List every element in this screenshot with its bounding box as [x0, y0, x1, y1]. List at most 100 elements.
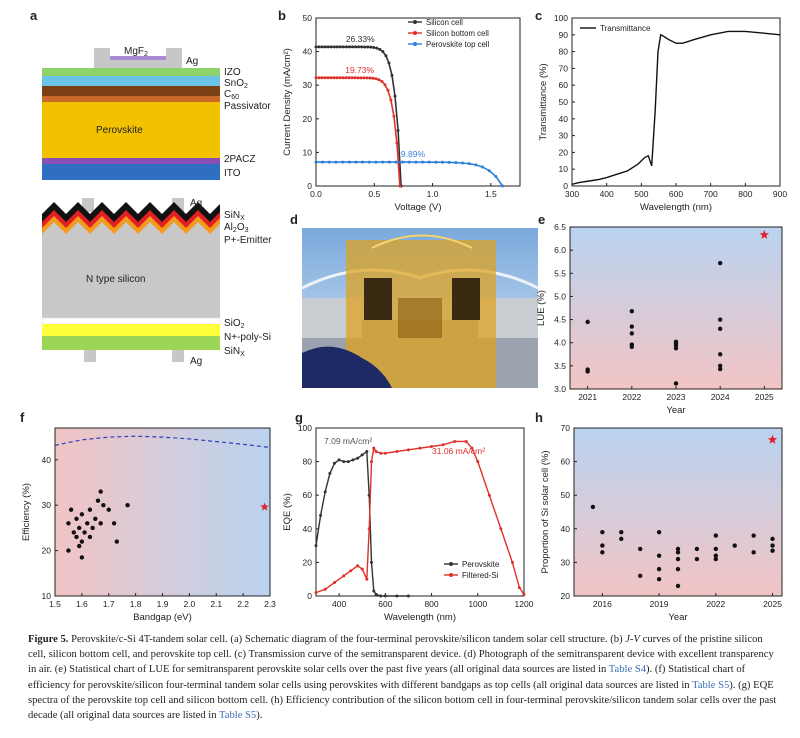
eqe-point: [383, 451, 387, 455]
proportion-data-point: [656, 577, 662, 582]
caption-figure-label: Figure 5.: [28, 634, 69, 645]
eqe-point: [418, 446, 422, 450]
x-tick-label: 800: [738, 189, 752, 199]
si-proportion-chart: 2016 2019 2022 2025 20 30 40 50 60 70 Year Proporti…: [540, 423, 783, 623]
y-tick-label: 10: [42, 591, 52, 601]
legend-label: Perovskite: [462, 560, 500, 569]
efficiency-annotation: 9.89%: [401, 149, 426, 159]
jv-point: [395, 141, 399, 145]
caption-ref-s4[interactable]: Table S4: [608, 664, 647, 676]
eqe-point: [337, 458, 341, 462]
y-axis-label: LUE (%): [536, 290, 547, 326]
y-tick-label: 60: [559, 80, 569, 90]
efficiency-data-point: [95, 498, 101, 503]
jv-point: [454, 161, 458, 165]
proportion-data-point: [694, 546, 700, 552]
x-tick-label: 0.5: [368, 189, 380, 199]
plot-frame: [573, 427, 783, 597]
jv-point: [347, 45, 351, 49]
caption-ref-s5b[interactable]: Table S5: [219, 710, 257, 722]
caption-ref-s5a[interactable]: Table S5: [692, 679, 730, 691]
eqe-chart: 400 600 800 1000 1200 0 20 40 60 80 100 Wavelength …: [282, 423, 534, 623]
y-tick-label: 6.0: [554, 245, 566, 255]
y-tick-label: 50: [561, 490, 571, 500]
eqe-point: [510, 560, 514, 564]
legend-marker: [413, 42, 417, 46]
panel-label-a: a: [30, 8, 38, 23]
eqe-point: [360, 453, 364, 457]
lue-data-point: [629, 324, 635, 329]
eqe-point: [356, 456, 360, 460]
eqe-point: [441, 443, 445, 447]
jv-point: [474, 163, 478, 167]
chart-background: [570, 227, 782, 389]
efficiency-data-point: [82, 530, 87, 535]
proportion-data-point: [590, 504, 596, 510]
proportion-data-point: [637, 546, 643, 552]
jv-point: [354, 160, 358, 164]
jv-point: [350, 45, 354, 49]
jv-point: [394, 160, 398, 164]
efficiency-data-point: [98, 521, 103, 526]
eqe-point: [342, 574, 346, 578]
jv-point: [387, 160, 391, 164]
jv-point: [368, 76, 372, 80]
jv-point: [350, 76, 354, 80]
jv-point: [320, 76, 324, 80]
jv-point: [396, 128, 400, 132]
proportion-data-point: [675, 550, 681, 555]
jv-point: [393, 94, 397, 98]
eqe-point: [328, 471, 332, 475]
label-n-silicon: N type silicon: [86, 274, 145, 285]
y-tick-label: 20: [303, 114, 313, 124]
x-tick-label: 1200: [515, 599, 534, 609]
proportion-data-point: [770, 536, 775, 542]
jsc-annotation-silicon: 31.06 mA/cm²: [432, 446, 485, 456]
jv-point: [323, 76, 327, 80]
x-tick-label: 1.8: [130, 599, 142, 609]
proportion-data-point: [600, 543, 605, 548]
finger-ag-left: [82, 198, 94, 212]
jv-point: [341, 160, 345, 164]
proportion-data-point: [751, 533, 756, 538]
jv-point: [377, 78, 381, 82]
jv-point: [487, 169, 491, 173]
label-c60: C60: [224, 89, 239, 101]
bandgap-efficiency-chart: 1.5 1.6 1.7 1.8 1.9 2.0 2.1 2.2 2.3 10 20 30 40 Bandg…: [21, 427, 276, 623]
y-tick-label: 80: [559, 47, 569, 57]
layer-passivator: [42, 96, 220, 102]
x-axis-label: Year: [666, 405, 685, 415]
caption-jv: J-V: [625, 634, 640, 645]
y-tick-label: 50: [559, 97, 569, 107]
eqe-point: [379, 451, 383, 455]
plot-frame: [315, 427, 525, 597]
x-tick-label: 1.6: [76, 599, 88, 609]
eqe-point: [367, 527, 371, 531]
proportion-data-point: [732, 543, 737, 548]
label-sno2: SnO2: [224, 78, 248, 90]
y-tick-label: 100: [298, 423, 312, 433]
y-tick-label: 3.0: [554, 384, 566, 394]
x-tick-label: 700: [704, 189, 718, 199]
jv-point: [434, 160, 438, 164]
x-tick-label: 1.5: [49, 599, 61, 609]
y-tick-label: 40: [303, 47, 313, 57]
legend-marker: [413, 31, 417, 35]
caption-text-4: ). (g) EQE spectra of the perovskite top…: [28, 679, 777, 722]
proportion-data-point: [600, 529, 605, 535]
legend-marker: [413, 20, 417, 24]
jv-point: [369, 45, 373, 49]
eqe-point: [430, 444, 434, 448]
jv-point: [321, 160, 325, 164]
x-tick-label: 2.3: [264, 599, 276, 609]
eqe-point: [406, 448, 410, 452]
x-tick-label: 1.9: [157, 599, 169, 609]
x-tick-label: 0.0: [310, 189, 322, 199]
efficiency-data-point: [87, 507, 93, 512]
y-tick-label: 4.5: [554, 315, 566, 325]
x-tick-label: 2025: [763, 599, 782, 609]
lue-data-point: [585, 319, 590, 325]
label-npoly: N+-poly-Si: [224, 332, 271, 343]
label-passivator: Passivator: [224, 101, 271, 112]
efficiency-data-point: [101, 502, 106, 508]
